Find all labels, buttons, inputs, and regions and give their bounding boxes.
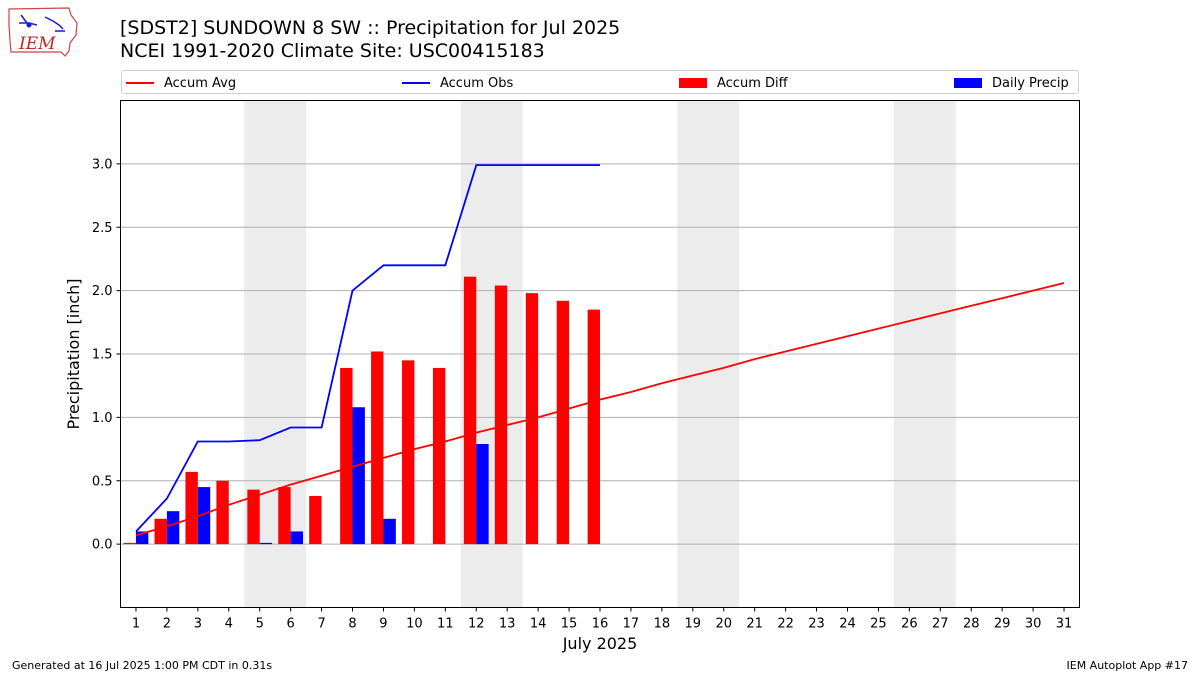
x-tick-label-1: 1 bbox=[132, 617, 140, 632]
x-tick-label-29: 29 bbox=[994, 617, 1011, 632]
legend-swatch-accum-obs bbox=[402, 82, 430, 84]
x-tick-label-26: 26 bbox=[901, 617, 918, 632]
x-tick-label-2: 2 bbox=[163, 617, 171, 632]
accum-diff-bar-16 bbox=[587, 309, 600, 545]
x-tick-label-7: 7 bbox=[317, 617, 325, 632]
x-tick-label-20: 20 bbox=[715, 617, 732, 632]
accum-diff-bar-4 bbox=[216, 480, 229, 545]
legend-item-accum-obs: Accum Obs bbox=[402, 74, 513, 92]
x-tick-label-24: 24 bbox=[839, 617, 856, 632]
accum-diff-bar-7 bbox=[309, 495, 322, 545]
x-tick-label-25: 25 bbox=[870, 617, 887, 632]
x-tick-label-4: 4 bbox=[225, 617, 233, 632]
footer-generated-text: Generated at 16 Jul 2025 1:00 PM CDT in … bbox=[12, 659, 273, 672]
x-tick-label-9: 9 bbox=[379, 617, 387, 632]
accum-diff-bar-2 bbox=[154, 518, 167, 545]
legend-label-daily-precip: Daily Precip bbox=[992, 75, 1069, 91]
x-tick-label-27: 27 bbox=[932, 617, 949, 632]
legend-swatch-daily-precip bbox=[954, 78, 982, 88]
accum-diff-bar-12 bbox=[463, 276, 477, 545]
x-tick-label-22: 22 bbox=[777, 617, 794, 632]
y-tick-label-0.0: 0.0 bbox=[92, 538, 113, 553]
x-tick-label-31: 31 bbox=[1056, 617, 1073, 632]
accum-diff-bar-3 bbox=[185, 471, 198, 545]
accum-avg-line bbox=[135, 282, 1065, 537]
daily-precip-bar-3 bbox=[197, 487, 211, 545]
x-tick-label-8: 8 bbox=[348, 617, 356, 632]
accum-diff-bar-6 bbox=[278, 487, 291, 545]
daily-precip-bar-2 bbox=[166, 511, 180, 545]
x-tick-label-17: 17 bbox=[623, 617, 640, 632]
x-tick-label-13: 13 bbox=[499, 617, 516, 632]
x-tick-label-15: 15 bbox=[561, 617, 578, 632]
y-axis-ticks: 0.0 0.5 1.0 1.5 2.0 2.5 3.0 bbox=[92, 157, 121, 553]
x-tick-label-21: 21 bbox=[746, 617, 763, 632]
x-tick-label-18: 18 bbox=[654, 617, 671, 632]
chart-legend: Accum Avg Accum Obs Accum Diff Daily Pre… bbox=[121, 70, 1079, 94]
x-tick-label-28: 28 bbox=[963, 617, 980, 632]
y-tick-label-3.0: 3.0 bbox=[92, 157, 113, 172]
x-tick-label-14: 14 bbox=[530, 617, 547, 632]
y-tick-label-1.5: 1.5 bbox=[92, 348, 113, 363]
chart-title: [SDST2] SUNDOWN 8 SW :: Precipitation fo… bbox=[120, 17, 621, 39]
accum-diff-bar-11 bbox=[432, 367, 446, 545]
x-tick-label-11: 11 bbox=[437, 617, 454, 632]
y-axis-label: Precipitation [inch] bbox=[64, 278, 83, 429]
x-tick-label-23: 23 bbox=[808, 617, 825, 632]
iem-logo: IEM bbox=[7, 5, 79, 61]
legend-item-accum-avg: Accum Avg bbox=[126, 74, 236, 92]
accum-obs-line bbox=[135, 164, 600, 533]
accum-diff-bar-1 bbox=[123, 542, 136, 545]
x-tick-label-30: 30 bbox=[1025, 617, 1042, 632]
accum-diff-bar-5 bbox=[247, 489, 260, 545]
legend-label-accum-obs: Accum Obs bbox=[440, 75, 514, 91]
x-axis-label: July 2025 bbox=[562, 634, 638, 653]
x-tick-label-3: 3 bbox=[194, 617, 202, 632]
legend-label-accum-diff: Accum Diff bbox=[717, 75, 788, 91]
accum-diff-bar-15 bbox=[556, 300, 570, 545]
y-tick-label-1.0: 1.0 bbox=[92, 411, 113, 426]
accum-diff-bar-13 bbox=[494, 285, 508, 545]
legend-swatch-accum-diff bbox=[679, 78, 707, 88]
logo-text: IEM bbox=[18, 34, 56, 54]
x-tick-label-16: 16 bbox=[592, 617, 609, 632]
daily-precip-bar-5 bbox=[259, 542, 273, 545]
x-tick-label-19: 19 bbox=[685, 617, 702, 632]
x-axis-ticks: 1 2 3 4 5 6 7 8 9 10 11 12 13 14 15 16 17 18 19 20 21 22 23 24 2… bbox=[132, 607, 1073, 632]
y-tick-label-0.5: 0.5 bbox=[92, 474, 113, 489]
x-tick-label-6: 6 bbox=[287, 617, 295, 632]
daily-precip-bar-12 bbox=[476, 443, 489, 545]
legend-swatch-accum-avg bbox=[126, 82, 154, 84]
x-tick-label-12: 12 bbox=[468, 617, 485, 632]
iowa-map-icon: IEM bbox=[8, 7, 78, 57]
accum-diff-bar-8 bbox=[340, 367, 353, 545]
y-tick-label-2.5: 2.5 bbox=[92, 221, 113, 236]
legend-item-accum-diff: Accum Diff bbox=[679, 74, 788, 92]
series-lines bbox=[135, 164, 1065, 537]
daily-precip-bar-9 bbox=[383, 518, 396, 545]
accum-diff-bars bbox=[123, 276, 600, 545]
legend-label-accum-avg: Accum Avg bbox=[164, 75, 237, 91]
daily-precip-bar-8 bbox=[352, 407, 365, 545]
footer-app-label: IEM Autoplot App #17 bbox=[1066, 659, 1189, 672]
accum-diff-bar-9 bbox=[371, 351, 384, 545]
legend-item-daily-precip: Daily Precip bbox=[954, 74, 1069, 92]
chart-subtitle: NCEI 1991-2020 Climate Site: USC00415183 bbox=[120, 40, 545, 62]
y-tick-label-2.0: 2.0 bbox=[92, 284, 113, 299]
daily-precip-bar-6 bbox=[290, 531, 304, 545]
x-tick-label-10: 10 bbox=[406, 617, 423, 632]
x-tick-label-5: 5 bbox=[256, 617, 264, 632]
accum-diff-bar-10 bbox=[402, 360, 415, 545]
